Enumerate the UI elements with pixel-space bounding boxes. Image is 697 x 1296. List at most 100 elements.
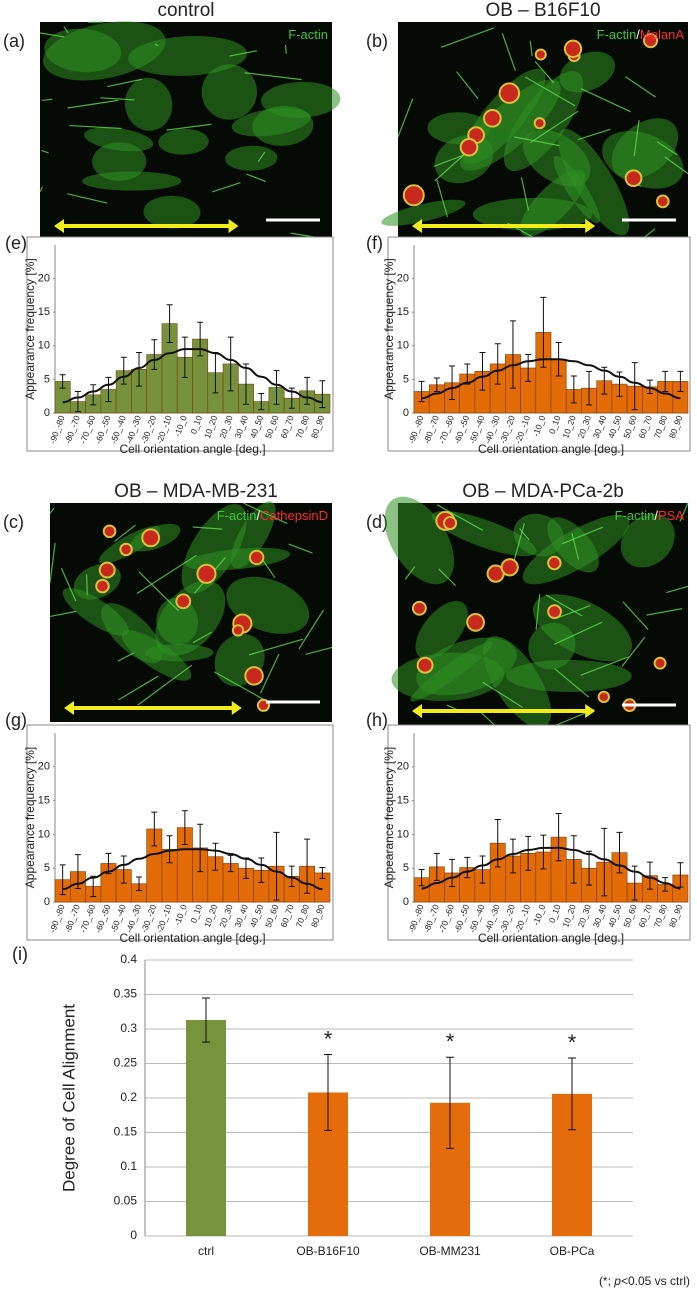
tumor-cell [563, 39, 583, 58]
panel-label: (i) [12, 944, 28, 964]
tumor-cell [500, 558, 519, 577]
tumor-cell [119, 542, 133, 557]
y-tick-label: 0.15 [114, 1125, 138, 1139]
error-bar [586, 850, 593, 886]
fiber [260, 557, 276, 579]
fiber [137, 664, 193, 706]
tumor-cell [498, 82, 521, 104]
panel-label: (g) [5, 710, 27, 730]
panel-label: (e) [5, 233, 27, 253]
fiber [666, 585, 689, 594]
fiber [664, 156, 689, 175]
fiber [242, 502, 288, 525]
error-bar [120, 855, 127, 884]
stain-name: / [636, 27, 640, 42]
tumor-cell [196, 563, 217, 584]
fiber [248, 638, 304, 656]
stain-name: F-actin [597, 27, 637, 42]
error-bar [570, 375, 577, 404]
y-tick-label: 15 [397, 795, 409, 807]
footnote-part: <0.05 vs ctrl) [621, 1274, 690, 1288]
tumor-cell [534, 48, 547, 61]
fiber [298, 609, 325, 650]
fiber [482, 681, 523, 708]
chart-frame [26, 236, 334, 452]
cell [44, 28, 122, 73]
fiber [49, 610, 77, 618]
tumor-cell [141, 528, 161, 548]
fiber [562, 526, 604, 545]
y-tick-label: 0.1 [120, 1159, 137, 1173]
error-bar [677, 370, 684, 392]
y-tick-label: 0.4 [120, 952, 137, 966]
fiber [107, 78, 143, 88]
error-bar [433, 852, 440, 881]
fiber [67, 99, 119, 109]
fiber [192, 631, 212, 644]
fiber [69, 124, 122, 130]
cell [415, 601, 468, 660]
error-bar [324, 1054, 332, 1131]
y-tick-label: 0 [44, 896, 50, 908]
x-tick-label: OB-MM231 [419, 1244, 481, 1258]
fiber [67, 193, 108, 204]
tumor-cell [231, 624, 245, 637]
fiber [305, 646, 333, 655]
fiber [520, 177, 530, 211]
y-tick-label: 0 [403, 896, 409, 908]
fiber [535, 593, 541, 630]
fiber [679, 502, 689, 522]
y-tick-label: 20 [38, 761, 50, 773]
fiber [529, 40, 533, 57]
fiber [284, 44, 287, 54]
stain-name: PSA [658, 508, 684, 523]
fiber [39, 32, 65, 38]
fiber [214, 671, 271, 704]
error-bar [136, 352, 143, 387]
fiber [41, 149, 49, 154]
error-bar [120, 356, 127, 385]
cell [62, 587, 130, 636]
error-bar [319, 867, 326, 879]
cell [410, 641, 493, 702]
x-tick-label: ctrl [198, 1244, 214, 1258]
tumor-cell [547, 604, 562, 620]
fiber [656, 141, 678, 156]
fiber [553, 621, 603, 645]
cell [528, 622, 576, 670]
error-bar [258, 393, 265, 411]
footnote-part: (*; [599, 1274, 614, 1288]
fiber [580, 88, 632, 113]
error-bar [479, 855, 486, 884]
fiber [229, 50, 258, 57]
panel-label: (d) [366, 512, 388, 532]
cell [158, 128, 209, 155]
cell [483, 636, 552, 729]
error-bar [151, 811, 158, 847]
error-bar [494, 343, 501, 385]
cell [156, 597, 199, 646]
stain-legend: F-actin/MelanA [597, 27, 685, 42]
cell [124, 77, 173, 131]
panel-label: (b) [366, 31, 388, 51]
y-tick-label: 15 [397, 306, 409, 318]
chart-frame [387, 724, 691, 941]
panel-label: (f) [366, 233, 383, 253]
cell [230, 501, 276, 569]
error-bar [449, 365, 456, 401]
fiber [41, 98, 53, 102]
tumor-cell [547, 555, 562, 571]
panel-label: (h) [366, 710, 388, 730]
fiber [49, 507, 55, 514]
error-bar [181, 810, 188, 846]
tumor-cell [655, 194, 670, 209]
error-bar [166, 835, 173, 864]
error-bar [197, 823, 204, 873]
stain-legend: F-actin [288, 27, 328, 42]
fiber [519, 528, 530, 541]
fiber [633, 120, 640, 156]
fiber [397, 98, 414, 138]
stain-name: F-actin [288, 27, 328, 42]
fiber [534, 60, 555, 84]
error-bar [59, 374, 66, 389]
